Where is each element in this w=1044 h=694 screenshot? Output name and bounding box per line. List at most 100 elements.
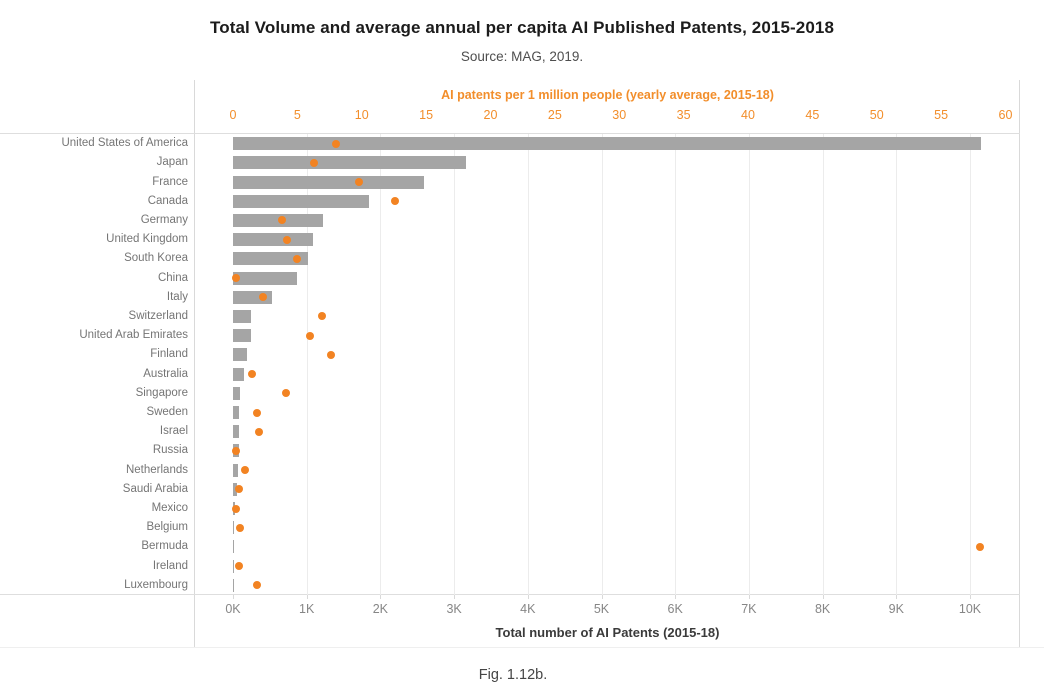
bottom-axis-tickmark — [454, 595, 456, 599]
bottom-axis-tickmark — [896, 595, 898, 599]
patent-bar — [233, 252, 309, 266]
top-axis-tick: 0 — [229, 108, 237, 122]
per-capita-dot — [355, 178, 364, 187]
plot-area — [195, 134, 1020, 595]
patent-bar — [233, 309, 252, 323]
per-capita-dot — [277, 216, 286, 225]
patent-bar — [233, 137, 982, 151]
per-capita-dot — [254, 427, 263, 436]
category-label: Netherlands — [125, 463, 188, 476]
patent-bar — [233, 348, 247, 362]
bottom-axis-tick: 4K — [520, 602, 536, 616]
per-capita-dot — [253, 581, 262, 590]
category-label: Switzerland — [128, 309, 188, 322]
per-capita-dot — [241, 466, 250, 475]
bottom-axis-tickmark — [601, 595, 603, 599]
figure-caption: Fig. 1.12b. — [478, 667, 548, 683]
bottom-axis-tickmark — [527, 595, 529, 599]
per-capita-dot — [231, 446, 240, 455]
per-capita-dot — [310, 158, 319, 167]
per-capita-dot — [317, 312, 326, 321]
plot-right-border — [1019, 80, 1020, 647]
patent-bar — [233, 578, 234, 592]
top-axis-tick: 45 — [805, 108, 820, 122]
category-label: Sweden — [146, 406, 188, 419]
plot-bottom-border — [0, 594, 1020, 595]
top-axis-tick: 40 — [741, 108, 755, 122]
top-axis-tick: 55 — [934, 108, 949, 122]
category-label: France — [152, 175, 188, 188]
per-capita-dot — [232, 274, 241, 283]
patent-bar — [233, 425, 239, 439]
patent-bar — [233, 386, 240, 400]
bottom-axis-tick: 0K — [225, 602, 241, 616]
category-label: Germany — [140, 213, 188, 226]
category-label: Mexico — [151, 502, 188, 515]
worksheet-divider — [0, 647, 1044, 648]
top-axis-tick: 10 — [354, 108, 369, 122]
per-capita-dot — [283, 235, 292, 244]
category-label: Japan — [156, 156, 188, 169]
patent-bar — [233, 463, 238, 477]
gridline — [675, 134, 677, 595]
bottom-axis-tickmark — [970, 595, 971, 599]
plot-left-border — [194, 80, 195, 647]
top-axis-tick: 60 — [998, 108, 1013, 122]
patent-bar — [233, 367, 244, 381]
category-label: Bermuda — [141, 540, 188, 553]
category-label: Belgium — [146, 521, 188, 534]
bottom-axis-tickmark — [233, 595, 234, 599]
bottom-axis-tickmark — [675, 595, 677, 599]
per-capita-dot — [258, 293, 267, 302]
category-labels: United States of America Japan France Canad… — [0, 134, 188, 595]
bottom-axis-tick: 1K — [299, 602, 315, 616]
per-capita-dot — [332, 139, 340, 148]
top-axis-tick: 30 — [612, 108, 627, 122]
gridline — [822, 134, 824, 595]
top-axis-tick: 5 — [293, 108, 301, 122]
per-capita-dot — [293, 254, 302, 263]
gridline — [970, 134, 971, 595]
top-axis-title: AI patents per 1 million people (yearly … — [441, 88, 774, 102]
chart-title: Total Volume and average annual per capi… — [209, 18, 834, 37]
bottom-axis-tickmark — [306, 595, 308, 599]
patent-bar — [233, 329, 252, 343]
per-capita-dot — [248, 370, 257, 379]
bottom-axis-tickmark — [748, 595, 750, 599]
patent-bar — [233, 540, 235, 554]
bottom-axis-tick: 2K — [372, 602, 389, 616]
patent-bar — [233, 271, 297, 285]
gridline — [454, 134, 456, 595]
category-label: Israel — [159, 425, 188, 438]
per-capita-dot — [391, 197, 400, 206]
category-label: Luxembourg — [124, 578, 188, 591]
patent-bar — [233, 406, 240, 420]
category-label: Russia — [152, 444, 188, 457]
category-label: South Korea — [124, 252, 188, 265]
bottom-axis-tick: 10K — [958, 602, 982, 616]
per-capita-dot — [306, 331, 315, 340]
bottom-axis-tick: 6K — [667, 602, 683, 616]
category-label: Finland — [150, 348, 188, 361]
category-label: Singapore — [135, 386, 188, 399]
per-capita-dot — [235, 562, 244, 571]
patent-bar — [233, 559, 234, 573]
bottom-axis-tickmark — [380, 595, 382, 599]
chart-subtitle: Source: MAG, 2019. — [460, 49, 584, 64]
gridline — [748, 134, 750, 595]
category-label: Canada — [147, 194, 188, 207]
bottom-axis-tick: 8K — [814, 602, 831, 616]
category-label: Ireland — [152, 559, 188, 572]
gridline — [306, 134, 308, 595]
gridline — [527, 134, 529, 595]
bottom-axis-title: Total number of AI Patents (2015-18) — [495, 625, 720, 640]
bottom-axis-tick: 7K — [741, 602, 757, 616]
per-capita-dot — [281, 389, 290, 398]
gridline — [601, 134, 603, 595]
category-label: United Arab Emirates — [79, 329, 188, 342]
category-label: Saudi Arabia — [122, 482, 188, 495]
category-label: China — [157, 271, 188, 284]
per-capita-dot — [231, 504, 240, 513]
bottom-axis-tick: 5K — [593, 602, 610, 616]
per-capita-dot — [975, 542, 984, 551]
